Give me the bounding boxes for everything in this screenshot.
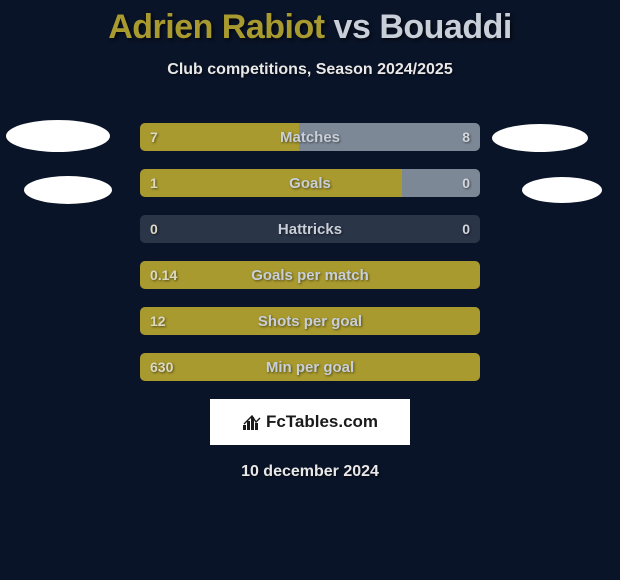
- decorative-bubble-right-1: [492, 124, 588, 152]
- decorative-bubble-left-1: [6, 120, 110, 152]
- stat-label: Shots per goal: [140, 307, 480, 335]
- decorative-bubble-right-2: [522, 177, 602, 203]
- stat-label: Goals: [140, 169, 480, 197]
- stat-label: Hattricks: [140, 215, 480, 243]
- page-title: Adrien Rabiot vs Bouaddi: [0, 0, 620, 47]
- stat-row: 00Hattricks: [140, 215, 480, 243]
- stat-label: Matches: [140, 123, 480, 151]
- title-player1: Adrien Rabiot: [108, 8, 324, 46]
- title-vs: vs: [334, 8, 371, 46]
- date-text: 10 december 2024: [0, 463, 620, 481]
- stat-row: 10Goals: [140, 169, 480, 197]
- logo-text: FcTables.com: [266, 412, 378, 432]
- stat-label: Goals per match: [140, 261, 480, 289]
- logo-box: FcTables.com: [210, 399, 410, 445]
- subtitle: Club competitions, Season 2024/2025: [0, 61, 620, 79]
- title-player2: Bouaddi: [379, 8, 511, 46]
- stat-row: 630Min per goal: [140, 353, 480, 381]
- stat-row: 78Matches: [140, 123, 480, 151]
- stats-bars: 78Matches 10Goals 00Hattricks 0.14Goals per…: [140, 123, 480, 381]
- stat-label: Min per goal: [140, 353, 480, 381]
- logo-icon: [242, 413, 262, 431]
- stat-row: 0.14Goals per match: [140, 261, 480, 289]
- decorative-bubble-left-2: [24, 176, 112, 204]
- stat-row: 12Shots per goal: [140, 307, 480, 335]
